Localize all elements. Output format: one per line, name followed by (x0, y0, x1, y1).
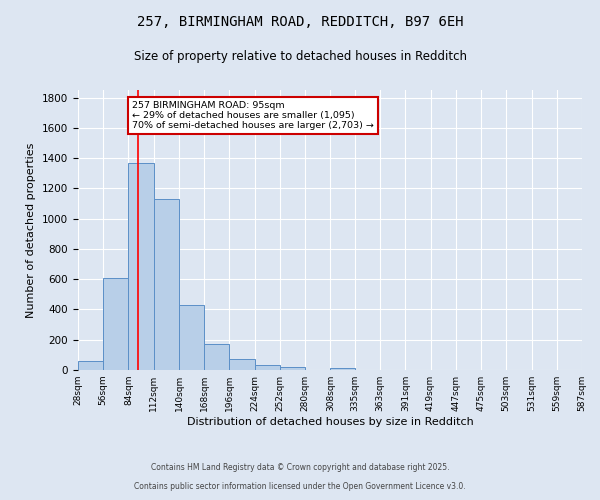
Y-axis label: Number of detached properties: Number of detached properties (26, 142, 37, 318)
Text: 257, BIRMINGHAM ROAD, REDDITCH, B97 6EH: 257, BIRMINGHAM ROAD, REDDITCH, B97 6EH (137, 15, 463, 29)
Bar (255, 364, 280, 370)
Bar (103, 278, 128, 370)
Bar (78, 361, 103, 370)
Bar (179, 305, 204, 370)
Text: 257 BIRMINGHAM ROAD: 95sqm
← 29% of detached houses are smaller (1,095)
70% of s: 257 BIRMINGHAM ROAD: 95sqm ← 29% of deta… (132, 100, 374, 130)
Bar (204, 344, 229, 370)
Text: Contains HM Land Registry data © Crown copyright and database right 2025.: Contains HM Land Registry data © Crown c… (151, 464, 449, 472)
Text: Size of property relative to detached houses in Redditch: Size of property relative to detached ho… (133, 50, 467, 63)
X-axis label: Distribution of detached houses by size in Redditch: Distribution of detached houses by size … (187, 417, 473, 427)
Bar (229, 360, 255, 370)
Bar (128, 162, 154, 370)
Bar (154, 199, 179, 370)
Bar (331, 368, 355, 370)
Text: Contains public sector information licensed under the Open Government Licence v3: Contains public sector information licen… (134, 482, 466, 491)
Bar (280, 367, 305, 370)
